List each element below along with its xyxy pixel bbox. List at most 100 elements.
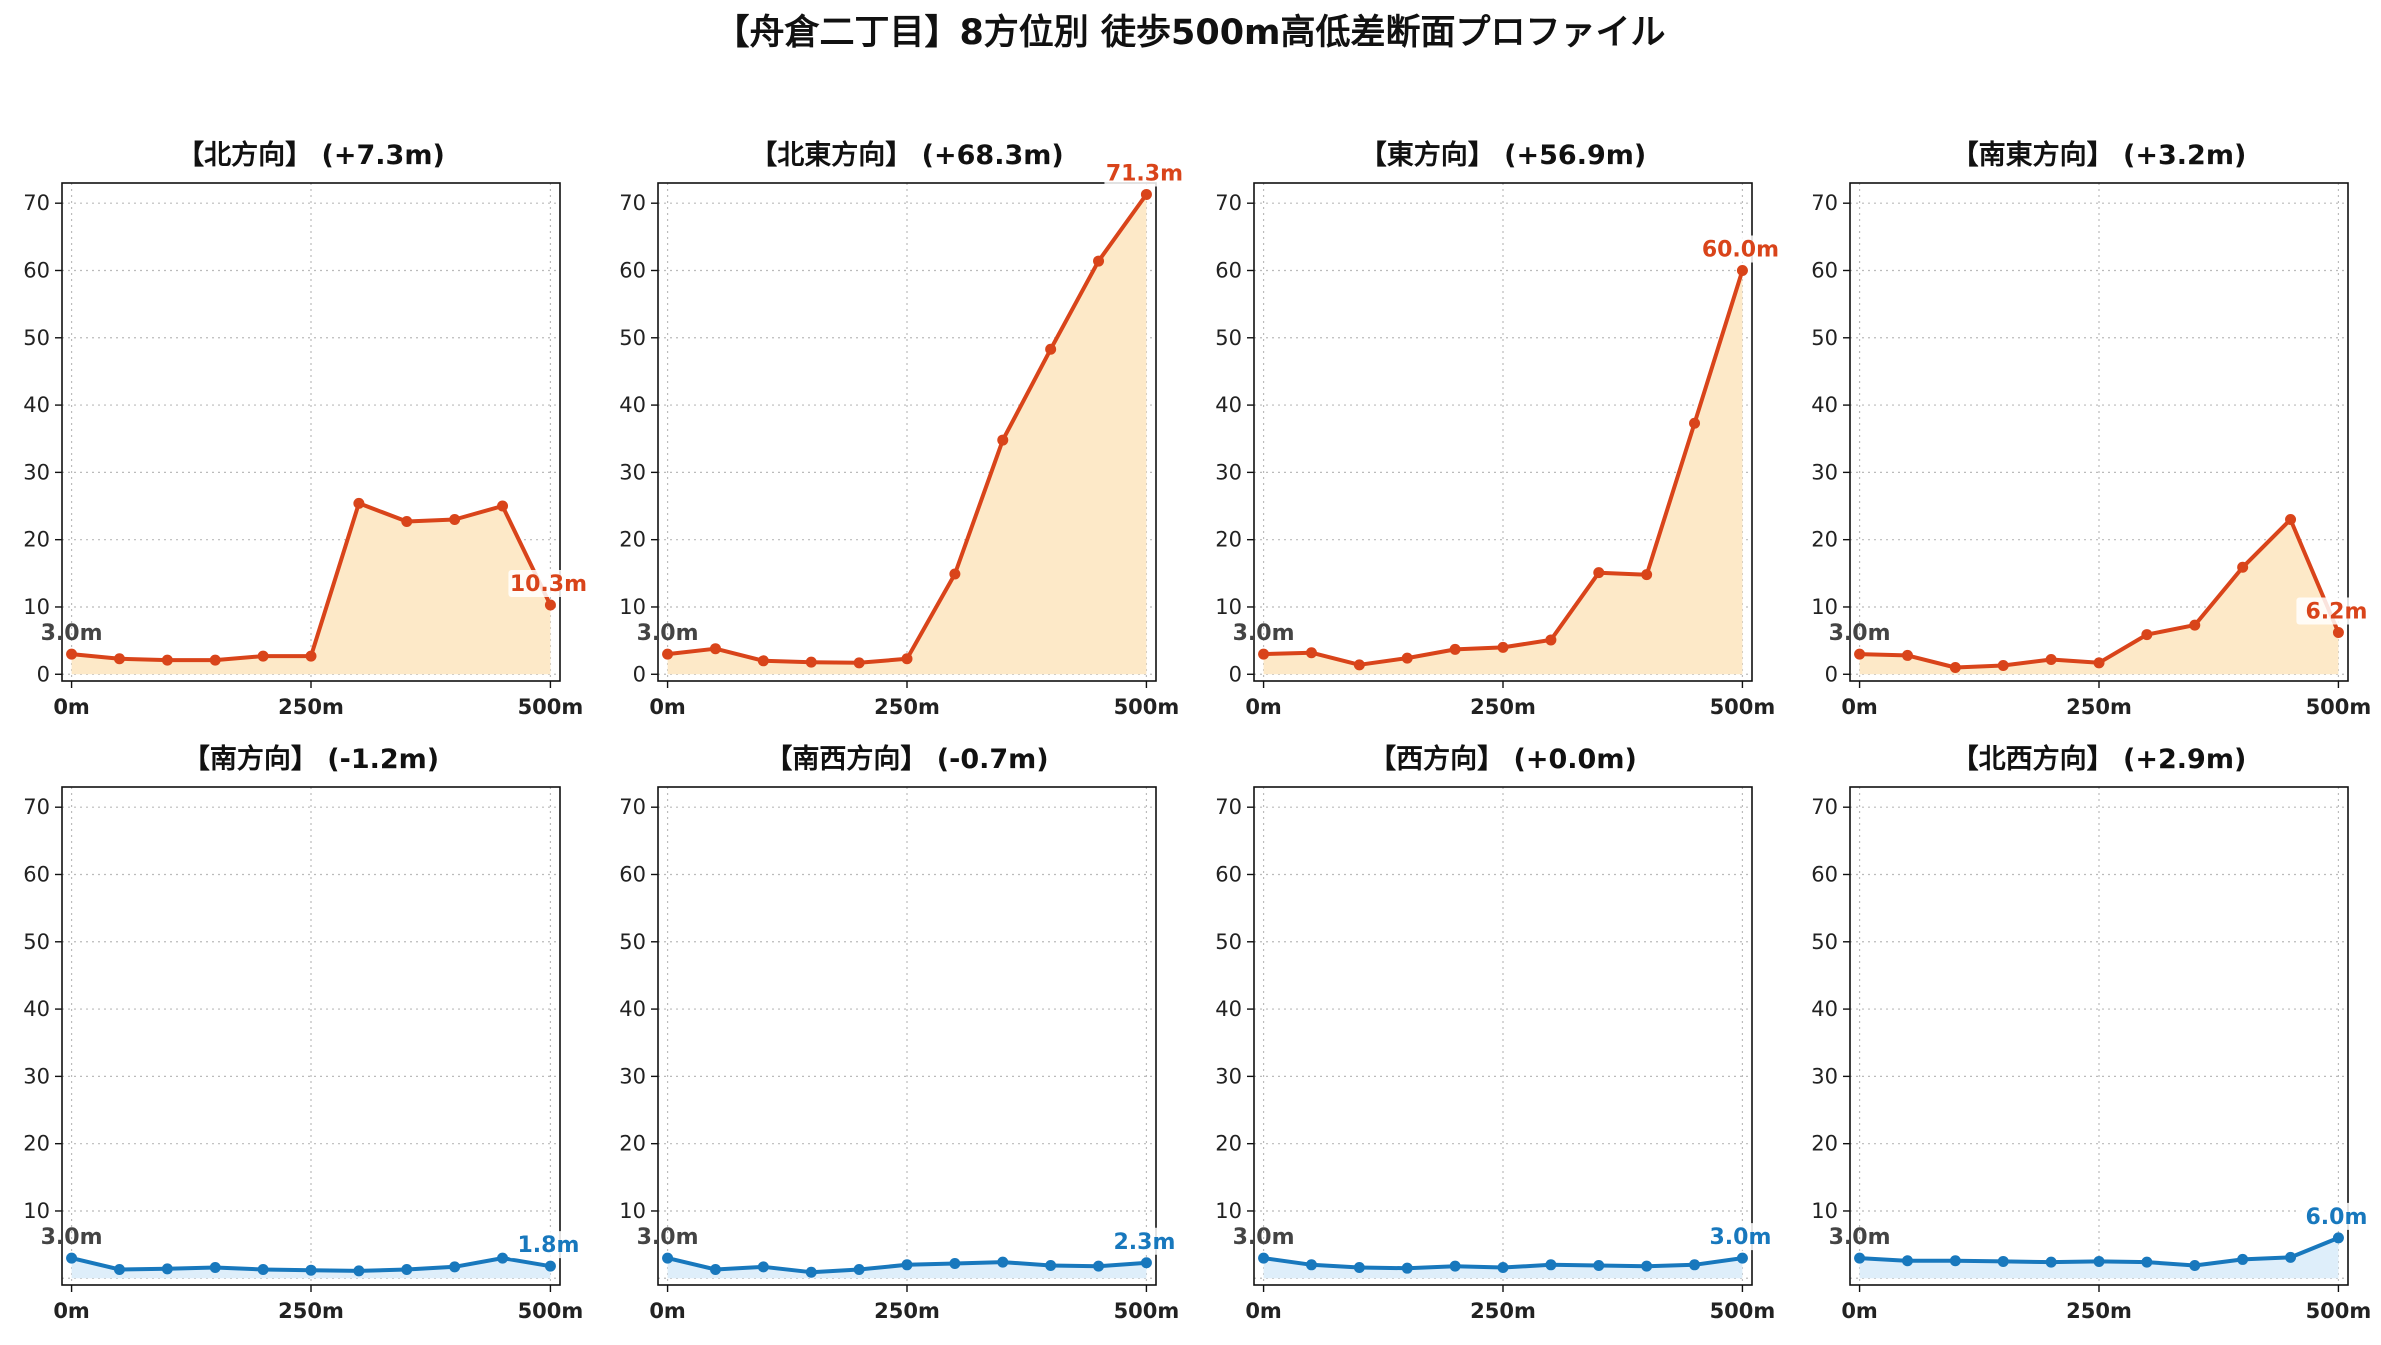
- y-tick-label: 40: [23, 997, 50, 1021]
- end-value-label: 6.0m: [2305, 1205, 2367, 1230]
- y-tick-label: 70: [23, 795, 50, 819]
- data-point: [1045, 1259, 1057, 1271]
- x-tick-label: 0m: [53, 695, 90, 719]
- data-point: [209, 654, 221, 666]
- y-tick-label: 70: [1811, 191, 1838, 215]
- y-tick-label: 50: [23, 326, 50, 350]
- start-value-label: 3.0m: [1829, 1225, 1891, 1250]
- panel-title: 【南東方向】 (+3.2m): [1952, 139, 2247, 171]
- y-tick-label: 10: [1811, 595, 1838, 619]
- data-point: [662, 648, 674, 660]
- area-fill: [71, 1258, 551, 1279]
- x-tick-label: 250m: [874, 1299, 940, 1323]
- x-tick-label: 500m: [1114, 1299, 1180, 1323]
- data-point: [1093, 255, 1105, 267]
- end-value-label: 3.0m: [1709, 1225, 1771, 1250]
- y-tick-label: 60: [23, 862, 50, 886]
- y-tick-label: 70: [1215, 191, 1242, 215]
- data-point: [1997, 660, 2009, 672]
- data-point: [2141, 1256, 2153, 1268]
- x-tick-label: 0m: [1841, 1299, 1878, 1323]
- panel-title: 【南方向】 (-1.2m): [183, 743, 439, 775]
- y-tick-label: 60: [1811, 258, 1838, 282]
- data-point: [66, 1252, 78, 1264]
- end-label-background: [1104, 1227, 1185, 1255]
- x-tick-label: 500m: [1114, 695, 1180, 719]
- data-point: [449, 1261, 461, 1273]
- chart-panel-2: 【東方向】 (+56.9m) 0 10 20 30 40 50 60 70 0m 250m 500m 3…: [1215, 139, 1781, 719]
- y-tick-label: 40: [1215, 393, 1242, 417]
- y-tick-label: 10: [23, 595, 50, 619]
- end-value-label: 2.3m: [1113, 1230, 1175, 1255]
- data-point: [1353, 659, 1365, 671]
- end-label-background: [2296, 597, 2377, 625]
- data-point: [66, 648, 78, 660]
- area-fill: [667, 194, 1147, 675]
- y-tick-label: 40: [619, 393, 646, 417]
- data-point: [353, 1265, 365, 1277]
- x-tick-label: 250m: [2066, 695, 2132, 719]
- data-point: [949, 568, 961, 580]
- data-point: [1949, 1255, 1961, 1267]
- data-point: [1593, 1259, 1605, 1271]
- x-tick-label: 250m: [874, 695, 940, 719]
- data-point: [1545, 1259, 1557, 1271]
- end-value-label: 1.8m: [517, 1233, 579, 1258]
- x-tick-label: 500m: [2306, 1299, 2372, 1323]
- data-point: [805, 1266, 817, 1278]
- data-point: [497, 500, 509, 512]
- y-tick-label: 40: [23, 393, 50, 417]
- end-label-background: [1700, 235, 1781, 263]
- data-point: [257, 1264, 269, 1276]
- y-tick-label: 40: [1811, 393, 1838, 417]
- data-point: [949, 1257, 961, 1269]
- end-label-background: [1104, 159, 1185, 187]
- y-tick-label: 20: [1811, 528, 1838, 552]
- chart-panel-1: 【北東方向】 (+68.3m) 0 10 20 30 40 50 60 70 0m 250m 500m…: [619, 139, 1185, 719]
- x-tick-label: 0m: [649, 695, 686, 719]
- area-fill: [71, 503, 551, 675]
- y-tick-label: 30: [619, 1064, 646, 1088]
- y-tick-label: 10: [1811, 1199, 1838, 1223]
- y-tick-label: 50: [1811, 326, 1838, 350]
- data-point: [1854, 1252, 1866, 1264]
- data-point: [1401, 652, 1413, 664]
- data-point: [1497, 641, 1509, 653]
- y-tick-label: 10: [1215, 595, 1242, 619]
- data-point: [2045, 1256, 2057, 1268]
- data-point: [113, 653, 125, 665]
- start-value-label: 3.0m: [1829, 621, 1891, 646]
- y-tick-label: 60: [1215, 258, 1242, 282]
- data-point: [1258, 1252, 1270, 1264]
- data-point: [1449, 1260, 1461, 1272]
- data-point: [1545, 634, 1557, 646]
- panel-title: 【北東方向】 (+68.3m): [750, 139, 1063, 171]
- data-point: [449, 513, 461, 525]
- data-point: [113, 1264, 125, 1276]
- figure-title: 【舟倉二丁目】8方位別 徒歩500m高低差断面プロファイル: [714, 13, 1665, 53]
- x-tick-label: 250m: [2066, 1299, 2132, 1323]
- data-point: [401, 1264, 413, 1276]
- x-tick-label: 250m: [1470, 1299, 1536, 1323]
- chart-panel-0: 【北方向】 (+7.3m) 0 10 20 30 40 50 60 70 0m 250m 500m 3.…: [23, 139, 589, 719]
- start-value-label: 3.0m: [41, 621, 103, 646]
- panel-title: 【東方向】 (+56.9m): [1360, 139, 1646, 171]
- data-point: [805, 656, 817, 668]
- y-tick-label: 10: [1215, 1199, 1242, 1223]
- y-tick-label: 30: [1215, 1064, 1242, 1088]
- y-tick-label: 40: [619, 997, 646, 1021]
- data-point: [853, 657, 865, 669]
- y-tick-label: 50: [1811, 930, 1838, 954]
- x-tick-label: 500m: [1710, 1299, 1776, 1323]
- data-point: [1449, 643, 1461, 655]
- data-point: [709, 643, 721, 655]
- data-point: [1901, 1255, 1913, 1267]
- y-tick-label: 0: [1825, 662, 1838, 686]
- start-value-label: 3.0m: [1233, 621, 1295, 646]
- area-fill: [1859, 1237, 2339, 1279]
- x-tick-label: 500m: [1710, 695, 1776, 719]
- x-tick-label: 250m: [278, 1299, 344, 1323]
- end-label-background: [508, 1231, 589, 1259]
